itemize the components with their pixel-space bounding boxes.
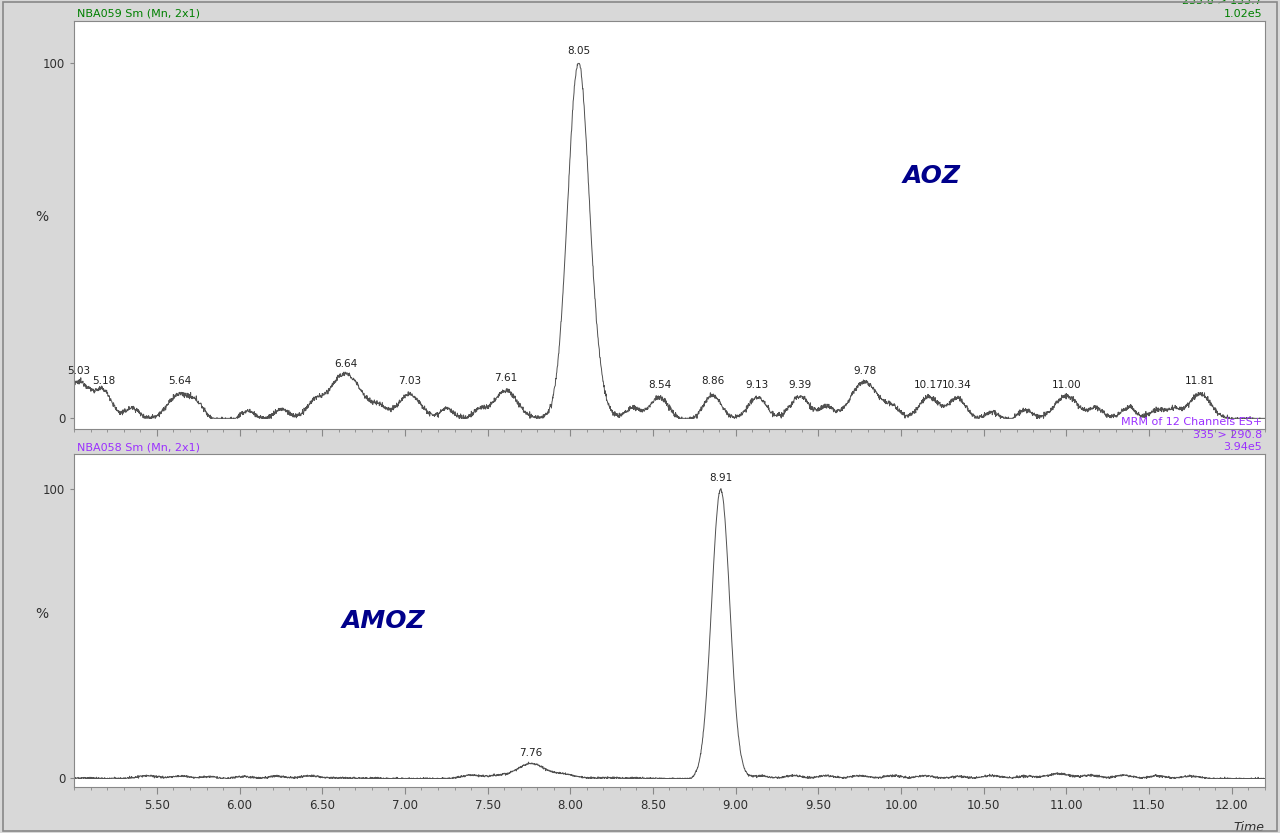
Text: 8.86: 8.86 xyxy=(701,377,724,387)
Text: AMOZ: AMOZ xyxy=(342,609,425,632)
Text: 10.17: 10.17 xyxy=(914,380,943,390)
Text: MRM of 12 Channels ES+
335 > 290.8
3.94e5: MRM of 12 Channels ES+ 335 > 290.8 3.94e… xyxy=(1121,416,1262,452)
Text: AOZ: AOZ xyxy=(902,164,960,188)
Text: 8.05: 8.05 xyxy=(567,47,590,57)
Text: 8.54: 8.54 xyxy=(648,380,671,390)
Text: 7.61: 7.61 xyxy=(494,373,517,383)
Text: NBA058 Sm (Mn, 2x1): NBA058 Sm (Mn, 2x1) xyxy=(77,442,200,452)
Text: 5.03: 5.03 xyxy=(68,366,91,376)
Text: 5.18: 5.18 xyxy=(92,377,115,387)
Text: %: % xyxy=(35,210,49,224)
Text: %: % xyxy=(35,607,49,621)
Text: 10.34: 10.34 xyxy=(942,380,972,390)
Text: 7.76: 7.76 xyxy=(518,748,543,758)
Text: 5.64: 5.64 xyxy=(169,377,192,387)
Text: Time: Time xyxy=(1234,821,1265,833)
Text: NBA059 Sm (Mn, 2x1): NBA059 Sm (Mn, 2x1) xyxy=(77,9,200,19)
Text: 9.39: 9.39 xyxy=(788,380,812,390)
Text: 8.91: 8.91 xyxy=(709,473,732,483)
Text: 6.64: 6.64 xyxy=(334,359,357,369)
Text: 9.13: 9.13 xyxy=(745,380,769,390)
Text: 11.00: 11.00 xyxy=(1051,380,1082,390)
Text: MRM of 12 Channels ES+
235.8 > 133.7
1.02e5: MRM of 12 Channels ES+ 235.8 > 133.7 1.0… xyxy=(1121,0,1262,19)
Text: 11.81: 11.81 xyxy=(1185,377,1215,387)
Text: 7.03: 7.03 xyxy=(398,377,421,387)
Text: 9.78: 9.78 xyxy=(852,366,876,376)
